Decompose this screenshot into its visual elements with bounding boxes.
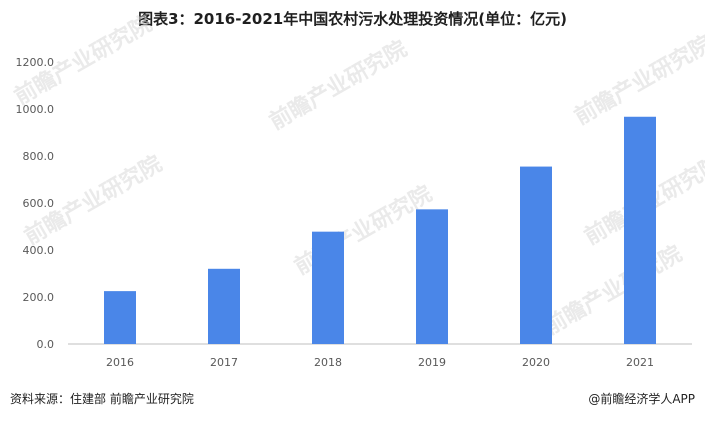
bar-series (104, 116, 656, 344)
source-note: 资料来源：住建部 前瞻产业研究院 (10, 392, 194, 406)
y-tick-label: 600.0 (23, 197, 55, 210)
x-axis: 2016 2017 2018 2019 2020 2021 (106, 356, 654, 369)
bar-2018 (312, 231, 344, 344)
y-tick-label: 1000.0 (16, 103, 55, 116)
y-axis: 0.0 200.0 400.0 600.0 800.0 1000.0 1200.0 (16, 56, 55, 351)
x-tick-label: 2018 (314, 356, 342, 369)
y-tick-label: 400.0 (23, 244, 55, 257)
bar-2020 (520, 166, 552, 344)
watermark-text: 前瞻产业研究院 (570, 31, 705, 131)
bar-2019 (416, 209, 448, 344)
bar-2016 (104, 291, 136, 344)
brand-credit: @前瞻经济学人APP (588, 392, 695, 406)
x-tick-label: 2021 (626, 356, 654, 369)
watermark-text: 前瞻产业研究院 (265, 36, 411, 136)
y-tick-label: 800.0 (23, 150, 55, 163)
watermark-text: 前瞻产业研究院 (290, 181, 436, 281)
watermark-text: 前瞻产业研究院 (540, 241, 686, 341)
x-tick-label: 2017 (210, 356, 238, 369)
x-tick-label: 2016 (106, 356, 134, 369)
x-tick-label: 2020 (522, 356, 550, 369)
footer: 资料来源：住建部 前瞻产业研究院 @前瞻经济学人APP (10, 390, 695, 412)
bar-2017 (208, 268, 240, 344)
chart-title: 图表3：2016-2021年中国农村污水处理投资情况(单位：亿元) (138, 10, 567, 28)
y-tick-label: 200.0 (23, 291, 55, 304)
bar-2021 (624, 116, 656, 344)
x-tick-label: 2019 (418, 356, 446, 369)
y-tick-label: 0.0 (37, 338, 55, 351)
y-tick-label: 1200.0 (16, 56, 55, 69)
